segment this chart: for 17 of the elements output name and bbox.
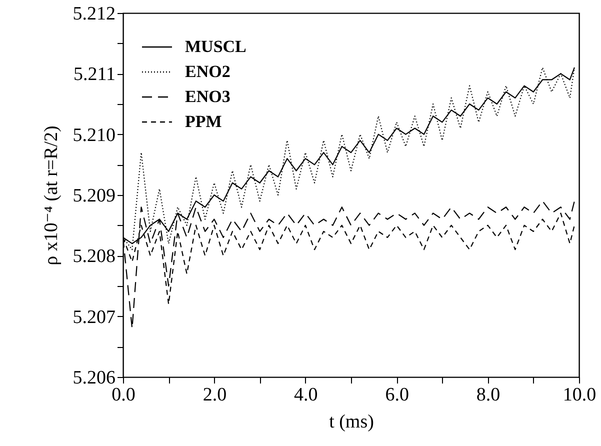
legend-label: ENO2 <box>185 62 230 81</box>
y-axis-title: ρ x10⁻⁴ (at r=R/2) <box>40 126 62 266</box>
y-tick-label: 5.211 <box>73 64 116 86</box>
legend-label: MUSCL <box>185 37 246 56</box>
x-tick-label: 4.0 <box>294 384 318 406</box>
y-tick-label: 5.207 <box>72 306 116 328</box>
x-tick-label: 2.0 <box>202 384 227 406</box>
y-tick-label: 5.212 <box>72 4 116 24</box>
legend-label: PPM <box>185 112 222 131</box>
x-tick-label: 8.0 <box>476 384 500 406</box>
y-tick-label: 5.208 <box>72 246 116 268</box>
y-tick-label: 5.210 <box>72 124 116 146</box>
x-tick-label: 6.0 <box>385 384 409 406</box>
x-axis-title: t (ms) <box>329 412 374 432</box>
x-tick-label: 10.0 <box>562 384 596 406</box>
legend-label: ENO3 <box>185 87 230 106</box>
y-tick-label: 5.209 <box>72 186 116 206</box>
